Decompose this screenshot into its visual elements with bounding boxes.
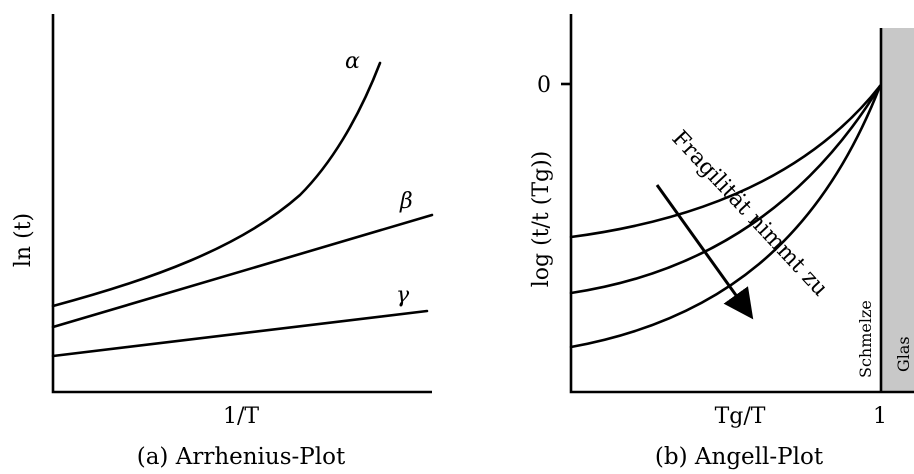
label-alpha: α [345,49,360,74]
angell-axes [569,14,914,394]
angell-curve-medium [569,84,882,295]
label-beta: β [399,189,413,214]
arrhenius-plot: α β γ ln (t) 1/T (a) Arrhenius-Plot [11,14,434,470]
label-gamma: γ [396,283,410,308]
angell-y-label: log (t/t (Tg)) [529,151,554,288]
curve-alpha [51,61,382,308]
curve-gamma [51,309,429,358]
region-label-liquid: Schmelze [856,300,875,378]
glass-region [881,28,914,392]
angell-curve-strong [569,84,882,239]
arrhenius-caption: (a) Arrhenius-Plot [137,444,346,470]
arrhenius-x-label: 1/T [223,404,259,429]
arrhenius-axes [51,14,432,394]
angell-plot: Fragilität nimmt zu 0 1 Schmelze Glas lo… [529,14,914,470]
angell-x-label: Tg/T [715,404,766,429]
angell-caption: (b) Angell-Plot [655,444,824,470]
y-tick-label-zero: 0 [537,73,551,98]
angell-curve-fragile [569,84,882,349]
region-label-glass: Glas [894,336,913,372]
x-tick-label-one: 1 [873,404,887,429]
arrhenius-y-label: ln (t) [11,213,36,267]
curve-beta [51,213,434,329]
fragility-arrow [655,184,754,320]
